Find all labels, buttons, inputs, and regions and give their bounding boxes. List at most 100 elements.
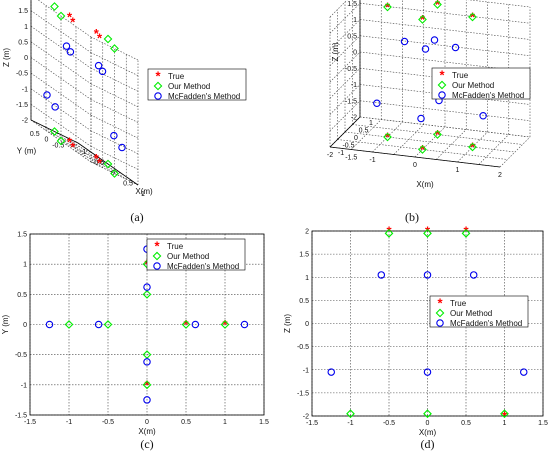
point-a-s0-0: *	[67, 135, 73, 150]
wall-yz-hgrid-b-1	[329, 100, 361, 131]
point-c-s1-2	[181, 320, 191, 329]
point-b-s2-6	[421, 45, 430, 53]
legend-marker-a-2	[154, 92, 162, 100]
legend-marker-d-0: *	[437, 296, 443, 311]
floor-grid-x-b-4	[414, 126, 446, 158]
point-c-s2-6	[143, 358, 151, 366]
yaxis-label-c: Y (m)	[1, 314, 10, 334]
point-d-s2-5	[520, 368, 528, 376]
point-c-s0-3: *	[144, 377, 150, 392]
point-b-s2-0	[373, 99, 381, 108]
point-d-s1-4	[423, 409, 432, 419]
ytick-label-c-4: 0.5	[17, 292, 27, 299]
legend-marker-d-1	[435, 308, 445, 318]
xtick-label-a-4: 1	[141, 191, 145, 198]
legend-marker-c-1	[152, 251, 162, 261]
ytick-label-d-7: 1.5	[299, 252, 309, 259]
legend-label-b-0: True	[452, 71, 469, 80]
legend-marker-b-2	[438, 91, 446, 99]
ytick-label-c-6: 1.5	[17, 232, 27, 239]
legend-label-c-2: McFadden's Method	[167, 262, 239, 271]
legend-label-d-0: True	[450, 299, 467, 308]
point-b-s0-4: *	[385, 0, 391, 15]
wall-xz-hgrid-a-0	[30, 119, 92, 163]
legend-marker-a-1	[153, 81, 163, 91]
point-b-s1-2	[418, 145, 427, 154]
legend-label-a-2: McFadden's Method	[168, 92, 240, 101]
floor-grid-x-b-6	[457, 131, 488, 163]
point-b-s1-4	[383, 2, 392, 12]
xtick-label-c-2: -0.5	[102, 419, 114, 426]
xtick-label-b-0: -2	[327, 152, 333, 159]
ytick-label-d-1: -1.5	[297, 390, 309, 397]
ytick-label-c-5: 1	[23, 262, 27, 269]
chart-panel-a: -1-0.500.51-0.500.5-2-1.5-1-0.500.511.52…	[0, 0, 275, 226]
legend-box-d	[429, 295, 529, 328]
point-a-s0-1: *	[97, 156, 103, 171]
ytick-label-b-0: -1	[338, 150, 344, 157]
ytick-label-b-4: 1	[369, 120, 373, 127]
ytick-label-b-3: 0.5	[359, 128, 369, 135]
point-c-s2-3	[240, 320, 249, 329]
point-a-s1-2	[103, 159, 113, 169]
ztick-label-b-5: 0.5	[347, 33, 357, 40]
wall-yz-hgrid-b-3	[329, 68, 361, 99]
chart-b-svg: -2 -1.5 -1012-1-0.500.51-2-1.5-1-0.500.511…	[327, 0, 531, 224]
xtick-label-d-1: -1	[347, 420, 353, 427]
point-d-s2-0	[377, 271, 386, 279]
wall-yz-hgrid-b-5	[329, 35, 361, 66]
point-b-s2-1	[479, 112, 487, 120]
xtick-label-a-3: 0.5	[123, 181, 133, 188]
xtick-label-c-1: -1	[66, 419, 72, 426]
wall-xz-hgrid-a-4	[30, 57, 92, 100]
point-b-s0-5: *	[470, 10, 476, 25]
ytick-label-c-1: -1	[21, 382, 27, 389]
ytick-label-a-2: 0.5	[30, 131, 40, 138]
floor-grid-x-b-7	[478, 134, 509, 165]
point-d-s2-3	[327, 368, 335, 376]
legend-label-c-0: True	[167, 242, 184, 251]
point-c-s2-5	[143, 283, 151, 291]
point-d-s2-1	[423, 271, 432, 279]
xtick-label-c-5: 1	[223, 419, 227, 426]
wall-xz-hgrid-a-2	[30, 88, 92, 131]
chart-a-svg: -1-0.500.51-0.500.5-2-1.5-1-0.500.511.52…	[2, 0, 247, 224]
wall-xz-hgrid-a-5	[30, 41, 92, 85]
ytick-label-b-2: 0	[354, 135, 358, 142]
legend-marker-a-0: *	[155, 69, 161, 84]
caption-a: (a)	[130, 210, 143, 224]
point-a-s2-2	[110, 131, 118, 140]
wall-xz-hgrid-a-6	[30, 26, 92, 69]
zaxis-label-a: Z (m)	[2, 48, 11, 67]
legend-label-c-1: Our Method	[167, 252, 209, 261]
point-c-s2-0	[45, 320, 54, 329]
legend-marker-b-1	[437, 80, 447, 90]
point-c-s1-0	[64, 320, 74, 329]
point-b-s1-3	[433, 130, 442, 139]
ytick-label-d-3: -0.5	[297, 344, 309, 351]
point-b-s0-6: *	[420, 12, 426, 27]
point-a-s1-0	[50, 127, 59, 136]
point-a-s1-5	[110, 44, 119, 53]
wall-yz-hgrid-b-2	[329, 84, 361, 115]
point-a-s0-2: *	[94, 151, 100, 166]
point-b-s2-5	[451, 43, 460, 52]
ytick-label-d-5: 0.5	[299, 298, 309, 305]
point-a-s2-5	[98, 67, 107, 76]
plot-frame-d	[311, 230, 544, 417]
xtick-label-d-6: 1.5	[538, 420, 548, 427]
ztick-label-b-3: -0.5	[345, 66, 357, 73]
point-a-s2-0	[43, 91, 51, 99]
point-d-s0-1: *	[425, 226, 431, 239]
point-a-s1-4	[50, 2, 59, 11]
point-c-s0-0: *	[183, 317, 189, 332]
point-d-s1-1	[423, 228, 432, 238]
xtick-label-b-1: -1.5	[345, 155, 357, 162]
xtick-label-a-0: -1	[80, 149, 86, 156]
xtick-label-b-3: 0	[413, 162, 417, 169]
legend-box-a	[147, 68, 247, 101]
point-c-s2-2	[191, 320, 200, 329]
caption-d: (d)	[421, 437, 435, 451]
axis-line-x-b	[329, 146, 501, 168]
ytick-label-d-4: 0	[305, 321, 309, 328]
